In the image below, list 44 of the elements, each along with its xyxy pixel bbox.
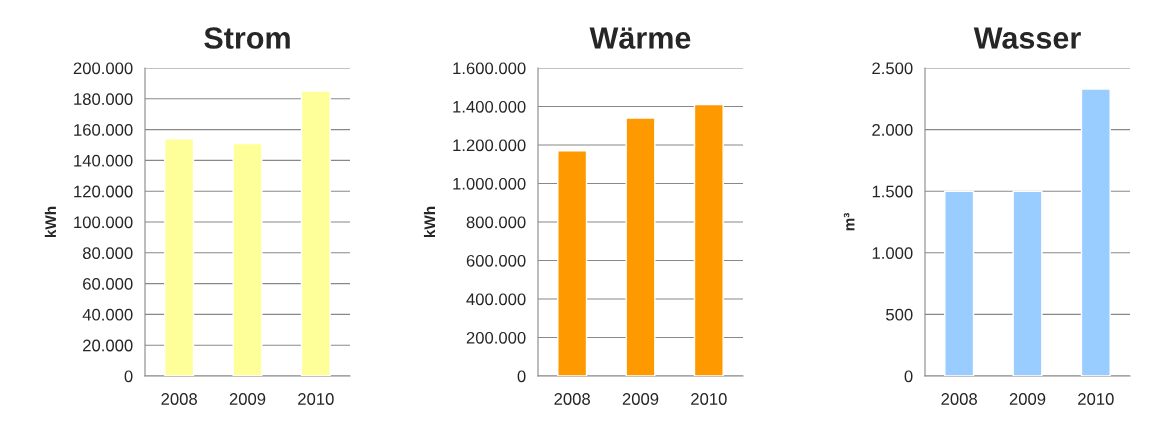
y-tick-label: 400.000 xyxy=(466,293,526,306)
bar xyxy=(232,142,263,376)
bar xyxy=(300,90,331,376)
x-tick-label: 2008 xyxy=(941,393,977,405)
y-axis-title: m³ xyxy=(843,212,855,231)
chart-title: Wärme xyxy=(589,27,691,49)
y-tick-label: 200.000 xyxy=(466,331,526,344)
y-tick-label: 1.200.000 xyxy=(453,139,526,152)
y-tick-label: 120.000 xyxy=(74,185,133,198)
y-tick-label: 2.000 xyxy=(872,124,913,136)
y-tick-label: 160.000 xyxy=(74,124,133,136)
y-tick-label: 20.000 xyxy=(83,339,133,352)
chart-title: Strom xyxy=(204,27,290,49)
bar xyxy=(164,138,195,376)
x-tick-label: 2009 xyxy=(1009,393,1046,405)
x-tick-label: 2010 xyxy=(1078,393,1114,405)
x-tick-label: 2008 xyxy=(554,393,590,405)
x-tick-label: 2009 xyxy=(622,393,659,405)
x-tick-label: 2010 xyxy=(298,393,334,405)
y-tick-label: 0 xyxy=(904,370,913,383)
y-tick-label: 1.400.000 xyxy=(453,100,526,113)
y-tick-label: 180.000 xyxy=(74,93,133,105)
y-tick-label: 2.500 xyxy=(872,62,913,75)
y-tick-label: 0 xyxy=(517,370,526,383)
y-axis-title: kWh xyxy=(423,206,435,238)
chart-title: Wasser xyxy=(973,27,1081,49)
y-tick-label: 1.000.000 xyxy=(453,177,526,190)
y-tick-label: 60.000 xyxy=(83,278,133,290)
y-tick-label: 80.000 xyxy=(82,247,133,259)
y-tick-label: 100.000 xyxy=(74,216,133,229)
y-tick-label: 1.600.000 xyxy=(453,62,526,75)
y-tick-label: 200.000 xyxy=(73,62,133,75)
y-tick-label: 1.500 xyxy=(872,185,913,198)
y-tick-label: 600.000 xyxy=(466,254,526,267)
y-axis-title: kWh xyxy=(44,206,56,238)
x-tick-label: 2008 xyxy=(161,393,197,405)
y-tick-label: 0 xyxy=(124,370,133,383)
y-tick-label: 800.000 xyxy=(466,216,526,229)
y-tick-label: 1.000 xyxy=(872,247,913,259)
y-tick-label: 140.000 xyxy=(74,154,133,167)
x-tick-label: 2010 xyxy=(691,393,727,405)
y-tick-label: 40.000 xyxy=(82,308,133,321)
x-tick-label: 2009 xyxy=(229,393,266,405)
y-tick-label: 500 xyxy=(886,308,913,321)
